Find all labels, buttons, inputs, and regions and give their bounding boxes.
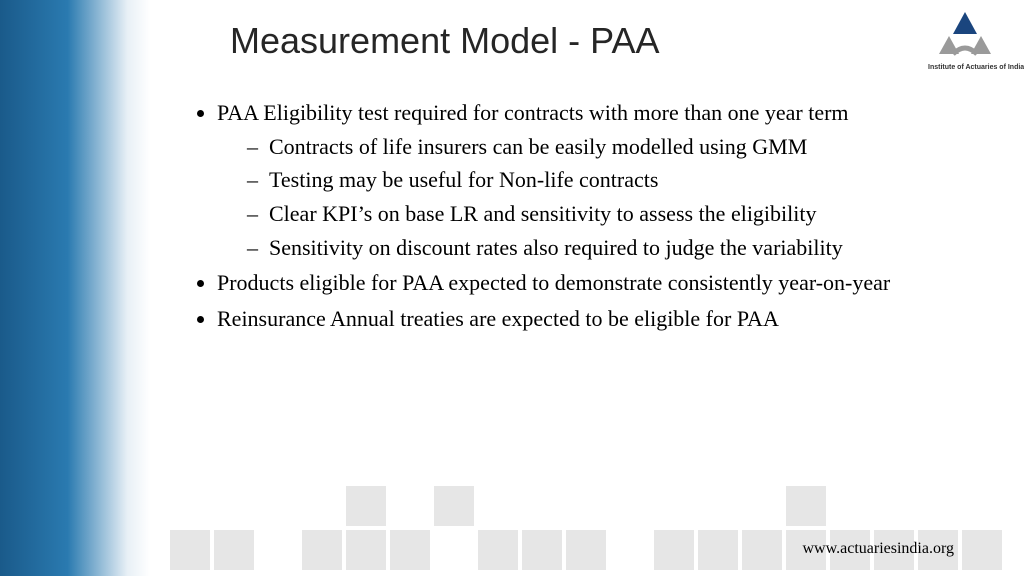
sub-bullet-item: Clear KPI’s on base LR and sensitivity t…: [247, 199, 955, 229]
bullet-item: PAA Eligibility test required for contra…: [217, 98, 955, 262]
sub-bullet-item: Contracts of life insurers can be easily…: [247, 132, 955, 162]
deco-square: [698, 530, 738, 570]
deco-square: [522, 530, 562, 570]
deco-square: [742, 530, 782, 570]
deco-square: [346, 486, 386, 526]
bullet-text: Products eligible for PAA expected to de…: [217, 270, 890, 295]
deco-square: [962, 530, 1002, 570]
bullet-list: PAA Eligibility test required for contra…: [195, 98, 955, 334]
logo-icon: [933, 12, 997, 62]
slide-title: Measurement Model - PAA: [230, 20, 660, 62]
slide: Measurement Model - PAA Institute of Act…: [0, 0, 1024, 576]
institute-logo: Institute of Actuaries of India: [928, 12, 1002, 71]
deco-square: [566, 530, 606, 570]
bullet-item: Products eligible for PAA expected to de…: [217, 268, 955, 298]
decorative-squares: [130, 466, 1024, 576]
logo-caption: Institute of Actuaries of India: [928, 64, 1002, 71]
deco-square: [478, 530, 518, 570]
bullet-text: Reinsurance Annual treaties are expected…: [217, 306, 779, 331]
bullet-text: PAA Eligibility test required for contra…: [217, 100, 849, 125]
deco-square: [214, 530, 254, 570]
deco-square: [346, 530, 386, 570]
slide-body: PAA Eligibility test required for contra…: [195, 98, 955, 340]
side-gradient-bar: [0, 0, 150, 576]
sub-bullet-item: Sensitivity on discount rates also requi…: [247, 233, 955, 263]
deco-square: [786, 486, 826, 526]
deco-square: [390, 530, 430, 570]
deco-square: [302, 530, 342, 570]
deco-square: [654, 530, 694, 570]
bullet-item: Reinsurance Annual treaties are expected…: [217, 304, 955, 334]
footer-url: www.actuariesindia.org: [802, 540, 954, 558]
deco-square: [434, 486, 474, 526]
deco-square: [170, 530, 210, 570]
sub-bullet-list: Contracts of life insurers can be easily…: [217, 132, 955, 263]
sub-bullet-item: Testing may be useful for Non-life contr…: [247, 165, 955, 195]
